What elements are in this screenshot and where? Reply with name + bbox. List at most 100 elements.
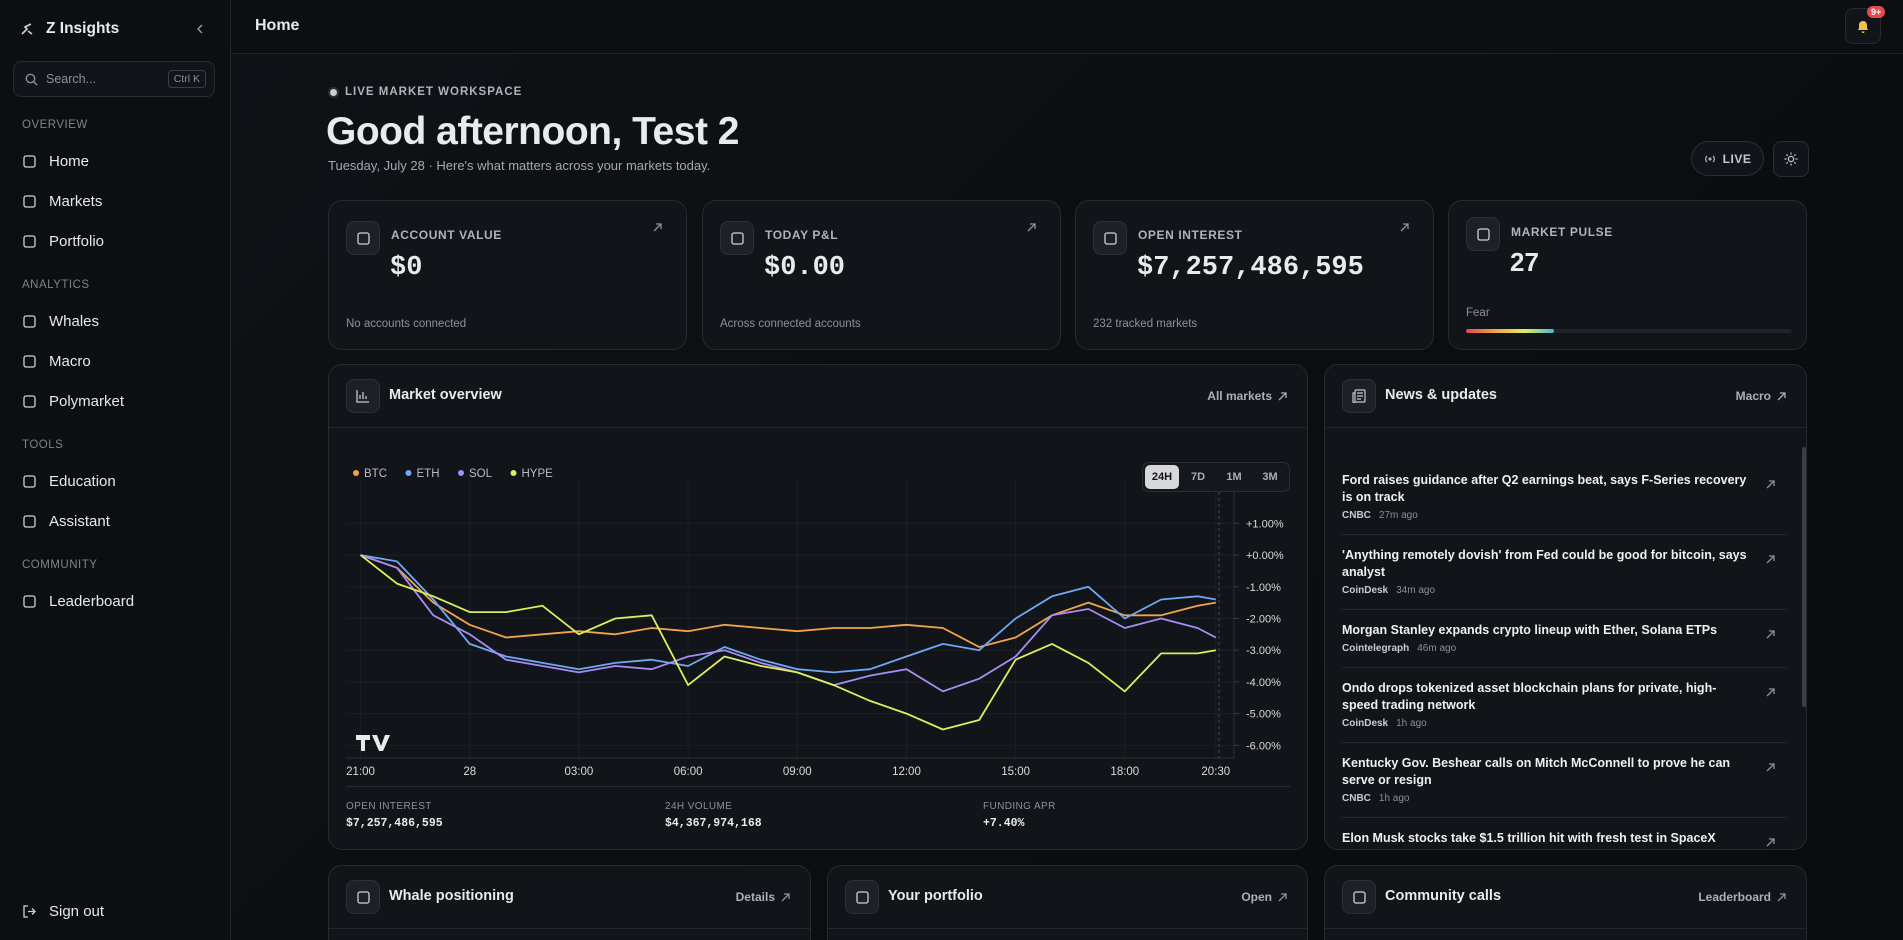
- arrow: [1777, 892, 1786, 901]
- arrow: [1766, 838, 1775, 847]
- arrow-path: [781, 892, 790, 901]
- stat-card: TODAY P&L $0.00 Across connected accounts: [702, 200, 1061, 350]
- bell-icon: [1858, 21, 1868, 33]
- news-title: Ondo drops tokenized asset blockchain pl…: [1342, 681, 1717, 712]
- nav-item[interactable]: Assistant: [0, 501, 230, 541]
- panel-link[interactable]: Leaderboard: [1698, 890, 1786, 904]
- arrow: [1766, 555, 1775, 564]
- arrow-path: [1027, 223, 1036, 232]
- arrow-path: [1766, 480, 1775, 489]
- arrow: [1766, 480, 1775, 489]
- legend-label: BTC: [364, 468, 387, 480]
- nav-label: Leaderboard: [49, 592, 135, 610]
- panel-link[interactable]: All markets: [1207, 389, 1287, 403]
- series-line: [360, 554, 1216, 648]
- icon-shape: [23, 314, 36, 328]
- panel-link[interactable]: Open: [1241, 890, 1287, 904]
- nav-item[interactable]: Education: [0, 461, 230, 501]
- link-label: Macro: [1735, 389, 1771, 403]
- panel: Whale positioning Details: [328, 865, 811, 940]
- arrow: [1766, 688, 1775, 697]
- search-placeholder: Search...: [46, 72, 97, 86]
- range-button[interactable]: 24H: [1145, 465, 1179, 489]
- divider: [828, 928, 1307, 929]
- footer-value: +7.40%: [983, 817, 1025, 830]
- legend-label: SOL: [469, 468, 493, 480]
- nav-item[interactable]: Polymarket: [0, 381, 230, 421]
- news-item[interactable]: Morgan Stanley expands crypto lineup wit…: [1342, 610, 1787, 668]
- arrow-path: [653, 223, 662, 232]
- stat-value: $7,257,486,595: [1137, 253, 1364, 283]
- legend-label: HYPE: [522, 468, 554, 480]
- arrow-path: [1400, 223, 1409, 232]
- y-tick-label: +1.00%: [1246, 518, 1284, 530]
- icon-shape: [1352, 890, 1366, 904]
- collapse-button[interactable]: [194, 23, 206, 35]
- news-item[interactable]: Ondo drops tokenized asset blockchain pl…: [1342, 668, 1787, 743]
- nav-item[interactable]: Home: [0, 141, 230, 181]
- notifications[interactable]: 9+: [1845, 6, 1886, 44]
- icon: [23, 154, 36, 168]
- icon: [1476, 227, 1490, 241]
- icon-shape: [1103, 231, 1117, 245]
- icon-box: [346, 880, 380, 914]
- panel-link[interactable]: Details: [736, 890, 790, 904]
- subtitle: Tuesday, July 28 · Here's what matters a…: [328, 158, 711, 173]
- icon-shape: [23, 514, 36, 528]
- nav-item[interactable]: Whales: [0, 301, 230, 341]
- search-box[interactable]: Search... Ctrl K: [13, 61, 215, 97]
- nav: OVERVIEW Home Markets Portfolio ANALYTICS Wha…: [0, 101, 230, 621]
- news-item[interactable]: 'Anything remotely dovish' from Fed coul…: [1342, 535, 1787, 610]
- sun-icon: [1784, 152, 1798, 166]
- stat-card: ACCOUNT VALUE $0 No accounts connected: [328, 200, 687, 350]
- icon-shape: [23, 354, 36, 368]
- news-time: 27m ago: [1378, 510, 1418, 521]
- theme-toggle[interactable]: [1773, 141, 1809, 177]
- range-button[interactable]: 1M: [1226, 471, 1242, 483]
- arrow: [1278, 892, 1287, 901]
- nav-section-label: ANALYTICS: [22, 279, 90, 291]
- nav-item[interactable]: Markets: [0, 181, 230, 221]
- icon-box: [346, 221, 380, 255]
- footer-value: $4,367,974,168: [665, 817, 762, 830]
- news-item[interactable]: Kentucky Gov. Beshear calls on Mitch McC…: [1342, 743, 1787, 818]
- nav-item[interactable]: Leaderboard: [0, 581, 230, 621]
- news-title: Elon Musk stocks take $1.5 trillion hit …: [1342, 831, 1716, 849]
- nav-label: Home: [49, 152, 90, 170]
- stat-label: OPEN INTEREST: [1138, 228, 1243, 242]
- panel-header: News & updates Macro: [1325, 365, 1806, 428]
- divider: [329, 928, 810, 929]
- x-tick-label: 28: [463, 766, 476, 778]
- range-button[interactable]: 7D: [1190, 471, 1206, 483]
- panel-link[interactable]: Macro: [1736, 389, 1786, 403]
- arrow-path: [1777, 892, 1786, 901]
- news-item[interactable]: Elon Musk stocks take $1.5 trillion hit …: [1342, 818, 1787, 849]
- live-button[interactable]: LIVE: [1691, 141, 1764, 176]
- news-title: Kentucky Gov. Beshear calls on Mitch McC…: [1342, 756, 1731, 787]
- range-button[interactable]: 3M: [1262, 471, 1278, 483]
- panel-title: News & updates: [1385, 387, 1497, 403]
- nav-item[interactable]: Portfolio: [0, 221, 230, 261]
- arrow: [1766, 630, 1775, 639]
- legend-dot: [405, 470, 412, 476]
- sign-out[interactable]: Sign out: [0, 891, 104, 931]
- x-tick-label: 15:00: [1001, 766, 1030, 778]
- link-label: Leaderboard: [1698, 890, 1771, 904]
- news-meta: CNBC 27m ago: [1342, 510, 1787, 521]
- icon-shape: [730, 231, 744, 245]
- nav-item[interactable]: Macro: [0, 341, 230, 381]
- shortcut: Ctrl K: [167, 70, 206, 88]
- live-label: LIVE: [1722, 151, 1752, 166]
- panel-title: Your portfolio: [888, 888, 983, 904]
- topbar: Home 9+: [231, 0, 1903, 54]
- page-title: Home: [255, 17, 300, 34]
- nav-label: Portfolio: [49, 232, 105, 250]
- news-source: CNBC: [1342, 793, 1371, 804]
- sign-out-label: Sign out: [49, 902, 105, 920]
- news-meta: CNBC 1h ago: [1342, 793, 1787, 804]
- range-selector: 24H 7D 1M 3M: [1142, 462, 1290, 492]
- icon: [23, 474, 36, 488]
- news-item[interactable]: Ford raises guidance after Q2 earnings b…: [1342, 460, 1787, 535]
- arrow: [653, 223, 662, 232]
